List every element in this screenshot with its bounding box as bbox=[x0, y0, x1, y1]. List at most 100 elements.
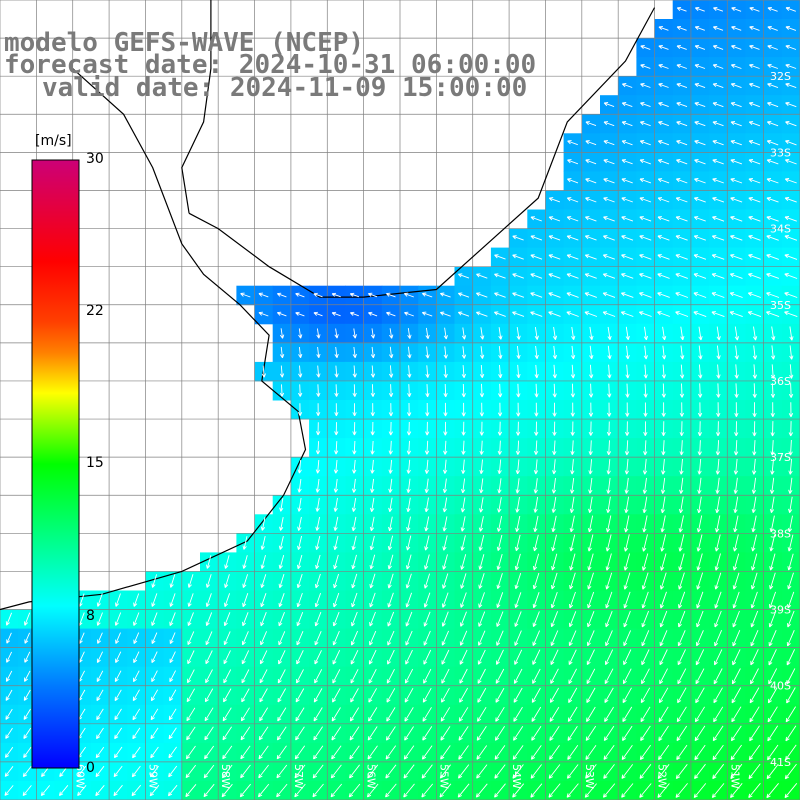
wind-arrow bbox=[461, 440, 466, 455]
wind-arrow bbox=[751, 496, 757, 514]
latitude-label: 41S bbox=[770, 756, 791, 769]
wind-arrow bbox=[602, 783, 616, 798]
wind-arrow bbox=[168, 765, 178, 778]
wind-arrow bbox=[388, 516, 393, 532]
wind-arrow bbox=[495, 687, 505, 703]
wind-arrow bbox=[622, 668, 632, 685]
wind-arrow bbox=[424, 516, 430, 532]
wind-arrow bbox=[588, 383, 594, 398]
wind-arrow bbox=[95, 746, 105, 759]
wind-arrow bbox=[730, 783, 743, 799]
wind-arrow bbox=[625, 326, 630, 341]
wind-arrow bbox=[767, 63, 779, 69]
wind-arrow bbox=[657, 273, 670, 279]
wind-arrow bbox=[766, 120, 779, 127]
wind-arrow bbox=[767, 101, 779, 108]
wind-arrow bbox=[442, 573, 449, 589]
wind-arrow bbox=[605, 534, 612, 552]
wind-arrow bbox=[587, 591, 595, 609]
wind-arrow bbox=[114, 689, 122, 702]
wind-arrow bbox=[441, 611, 449, 627]
wind-arrow bbox=[748, 197, 761, 203]
wind-arrow bbox=[552, 440, 557, 456]
wind-arrow bbox=[278, 554, 285, 570]
wind-arrow bbox=[732, 649, 741, 666]
wind-arrow bbox=[748, 216, 761, 222]
wind-arrow bbox=[461, 365, 467, 379]
wind-arrow bbox=[368, 649, 377, 665]
wind-arrow bbox=[331, 311, 341, 317]
wind-arrow bbox=[423, 649, 432, 665]
wind-arrow bbox=[549, 687, 559, 703]
wind-arrow bbox=[315, 422, 321, 436]
wind-arrow bbox=[567, 745, 579, 760]
longitude-label: 59W bbox=[146, 764, 159, 789]
wind-arrow bbox=[785, 706, 796, 723]
wind-arrow bbox=[278, 573, 285, 589]
wind-arrow bbox=[621, 254, 634, 260]
wind-arrow bbox=[566, 254, 579, 260]
wind-arrow bbox=[240, 764, 251, 779]
wind-arrow bbox=[675, 254, 688, 260]
wind-arrow bbox=[640, 687, 651, 704]
wind-arrow bbox=[587, 553, 594, 571]
wind-arrow bbox=[459, 649, 468, 665]
wind-arrow bbox=[712, 178, 724, 184]
wind-arrow bbox=[751, 553, 758, 571]
wind-arrow bbox=[621, 764, 634, 779]
wind-arrow bbox=[222, 726, 232, 741]
wind-arrow bbox=[530, 273, 543, 279]
wind-arrow bbox=[551, 515, 557, 533]
wind-arrow bbox=[260, 517, 266, 531]
wind-arrow bbox=[495, 706, 505, 722]
wind-arrow bbox=[660, 534, 667, 552]
wind-arrow bbox=[315, 478, 320, 493]
wind-arrow bbox=[603, 140, 615, 146]
wind-arrow bbox=[494, 273, 506, 279]
wind-arrow bbox=[788, 496, 793, 514]
wind-arrow bbox=[187, 631, 195, 646]
wind-arrow bbox=[479, 364, 485, 379]
wind-arrow bbox=[298, 328, 303, 339]
wind-arrow bbox=[514, 572, 522, 590]
wind-arrow bbox=[678, 534, 685, 552]
wind-arrow bbox=[512, 235, 524, 241]
longitude-label: 53W bbox=[583, 764, 596, 789]
wind-arrow bbox=[534, 345, 539, 360]
wind-arrow bbox=[551, 534, 557, 552]
wind-arrow bbox=[241, 688, 250, 703]
wind-arrow bbox=[512, 292, 525, 298]
wind-arrow bbox=[603, 159, 615, 165]
wind-arrow bbox=[133, 593, 140, 607]
wind-arrow bbox=[677, 649, 686, 666]
wind-arrow bbox=[298, 384, 303, 397]
wind-arrow bbox=[696, 572, 704, 590]
wind-arrow bbox=[187, 612, 194, 627]
wind-arrow bbox=[169, 689, 177, 702]
wind-arrow bbox=[494, 726, 505, 741]
wind-arrow bbox=[312, 764, 324, 779]
wind-arrow bbox=[749, 63, 760, 69]
wind-arrow bbox=[607, 345, 612, 360]
wind-arrow bbox=[642, 534, 648, 552]
wind-arrow bbox=[279, 384, 285, 397]
wind-arrow bbox=[133, 632, 140, 644]
wind-arrow bbox=[586, 649, 595, 666]
wind-arrow bbox=[497, 478, 502, 494]
wind-arrow bbox=[315, 554, 321, 570]
wind-arrow bbox=[549, 725, 560, 741]
wind-arrow bbox=[516, 345, 521, 359]
wind-arrow bbox=[458, 707, 469, 722]
wind-arrow bbox=[115, 632, 121, 644]
wind-arrow bbox=[407, 365, 412, 378]
wind-arrow bbox=[242, 555, 248, 569]
wind-arrow bbox=[370, 478, 375, 493]
wind-arrow bbox=[131, 765, 141, 778]
wind-arrow bbox=[661, 402, 666, 417]
wind-arrow bbox=[748, 273, 761, 279]
wind-arrow bbox=[551, 496, 557, 513]
wind-arrow bbox=[605, 591, 613, 609]
wind-arrow bbox=[752, 345, 758, 360]
wind-arrow bbox=[295, 311, 305, 317]
wind-arrow bbox=[641, 649, 650, 666]
